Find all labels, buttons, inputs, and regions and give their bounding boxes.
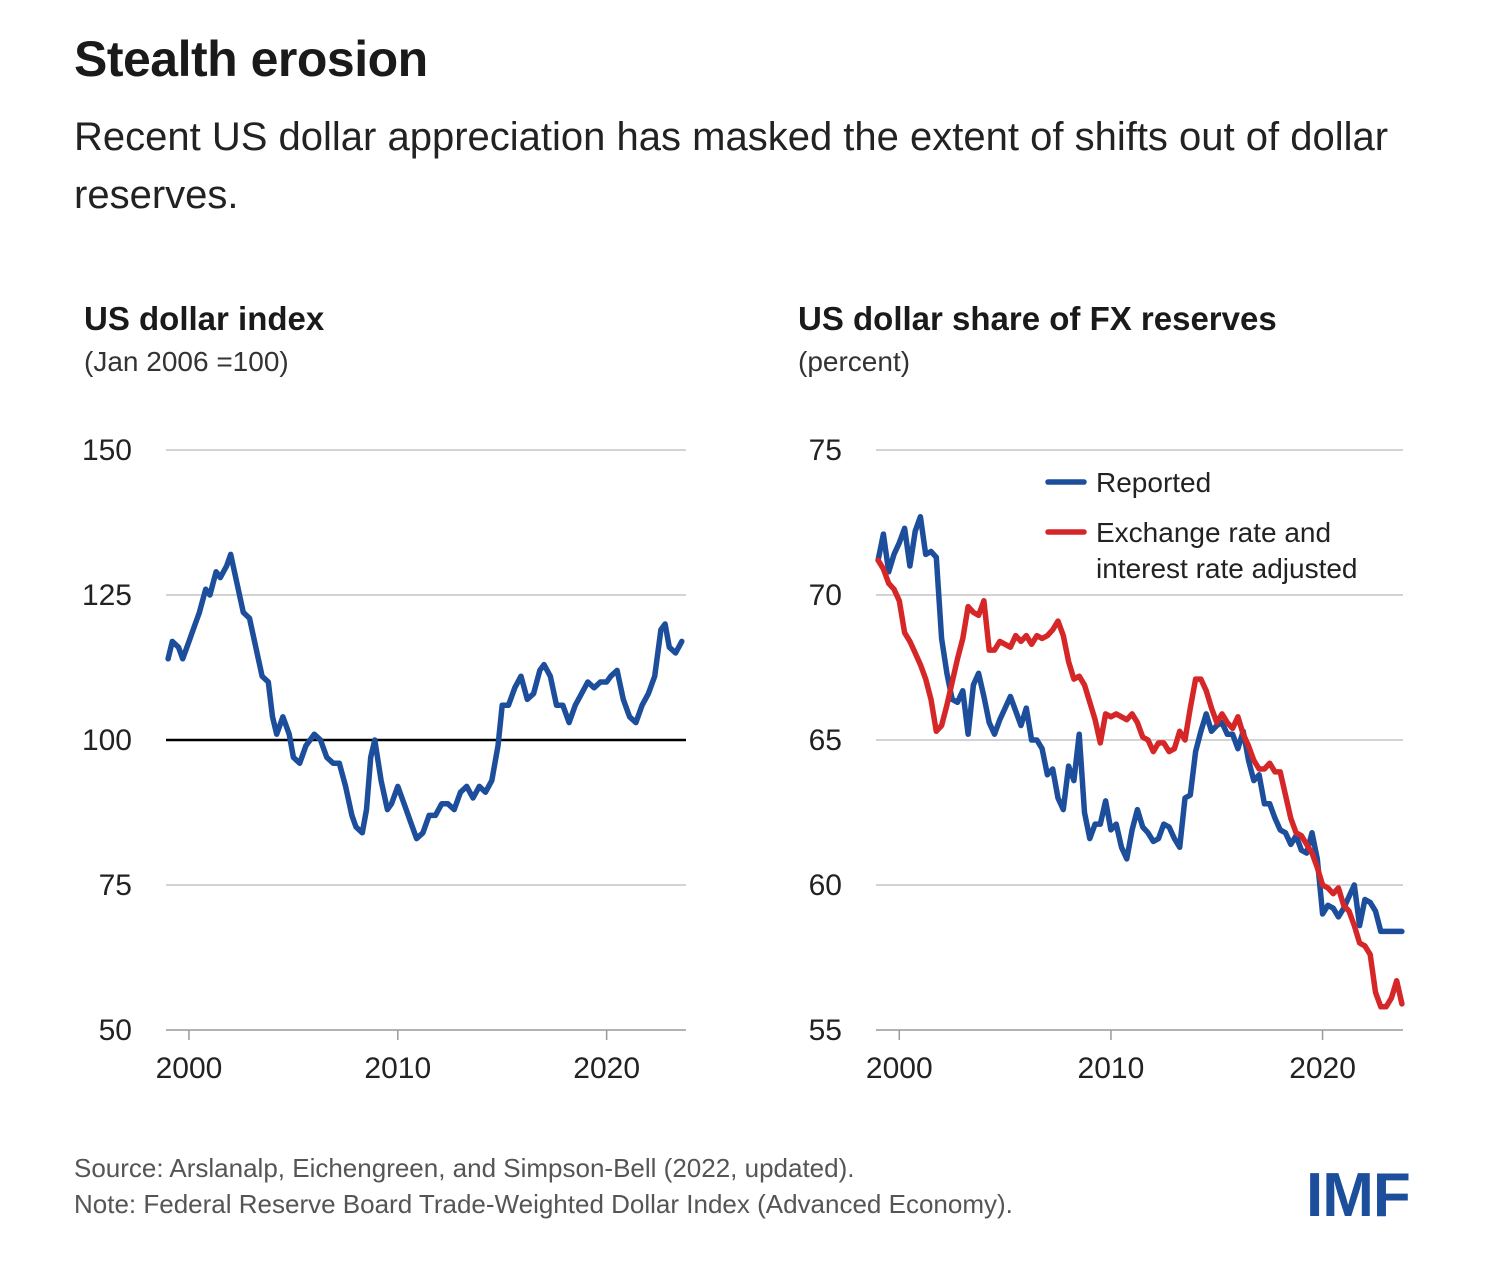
source-note: Source: Arslanalp, Eichengreen, and Simp…	[74, 1153, 855, 1183]
x-tick-label: 2010	[364, 1052, 431, 1085]
y-tick-label: 50	[99, 1014, 132, 1047]
method-note: Note: Federal Reserve Board Trade-Weight…	[74, 1189, 1013, 1219]
chart-subtitle: Recent US dollar appreciation has masked…	[74, 115, 1389, 217]
y-tick-label: 125	[82, 579, 132, 612]
chart-title: Stealth erosion	[74, 31, 428, 87]
x-tick-label: 2000	[866, 1052, 933, 1085]
footer: Source: Arslanalp, Eichengreen, and Simp…	[74, 1150, 1013, 1222]
y-tick-label: 75	[809, 434, 842, 467]
y-tick-label: 60	[809, 869, 842, 902]
y-tick-label: 150	[82, 434, 132, 467]
x-tick-label: 2020	[573, 1052, 640, 1085]
right-panel-unit: (percent)	[798, 346, 911, 377]
imf-logo: IMF	[1306, 1161, 1411, 1230]
y-tick-label: 55	[809, 1014, 842, 1047]
x-tick-label: 2020	[1289, 1052, 1356, 1085]
x-tick-label: 2010	[1078, 1052, 1145, 1085]
y-tick-label: 70	[809, 579, 842, 612]
y-tick-label: 65	[809, 724, 842, 757]
reported-share-line	[875, 513, 1405, 935]
left-panel-unit: (Jan 2006 =100)	[84, 346, 289, 377]
left-panel-title: US dollar index	[84, 300, 325, 337]
right-panel-title: US dollar share of FX reserves	[798, 300, 1277, 337]
legend-label-adjusted: Exchange rate and interest rate adjusted	[1096, 517, 1358, 584]
x-tick-label: 2000	[156, 1052, 223, 1085]
dollar-index-line	[165, 551, 685, 842]
y-tick-label: 75	[99, 869, 132, 902]
adjusted-share-line	[875, 557, 1405, 1010]
legend-label-reported: Reported	[1096, 467, 1211, 498]
y-tick-label: 100	[82, 724, 132, 757]
